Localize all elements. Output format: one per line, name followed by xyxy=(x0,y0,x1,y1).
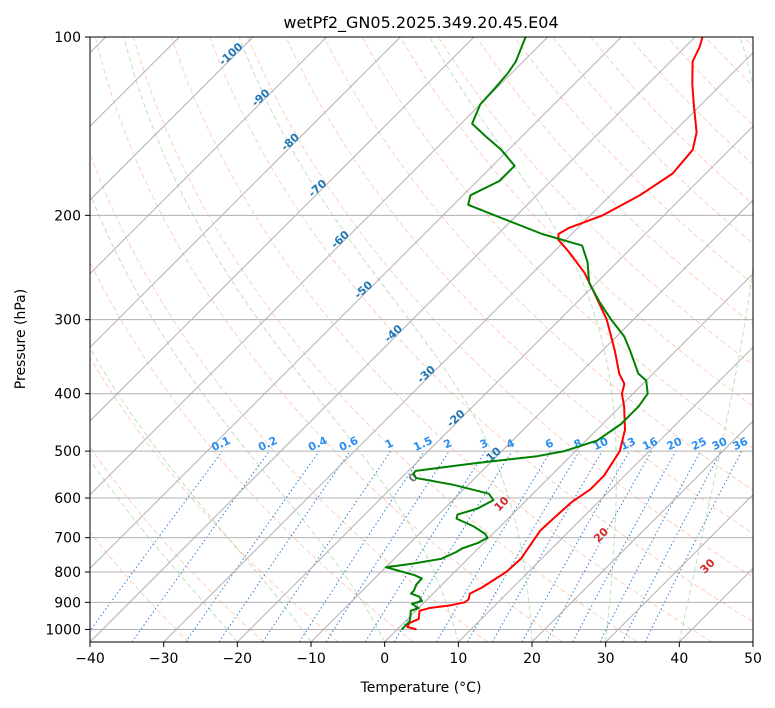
mixing-ratio-line xyxy=(521,450,630,642)
y-tick-label: 600 xyxy=(54,491,81,507)
isotherm-gridline xyxy=(90,37,254,201)
isotherm-gridline xyxy=(605,493,753,642)
x-axis-label: Temperature (°C) xyxy=(360,680,482,696)
mixing-ratio-line xyxy=(467,450,580,642)
dry-adiabat xyxy=(90,356,339,642)
isotherm-gridline xyxy=(90,37,401,349)
mixing-ratio-label: 20 xyxy=(665,435,685,453)
isotherm-gridline xyxy=(90,37,549,496)
isotherm-gridline xyxy=(236,125,753,642)
x-tick-label: 40 xyxy=(670,651,688,667)
x-tick-label: 10 xyxy=(449,651,467,667)
mixing-ratio-line xyxy=(218,450,351,642)
y-tick-label: 500 xyxy=(54,444,81,460)
y-axis-label: Pressure (hPa) xyxy=(13,289,29,389)
mixing-ratio-line xyxy=(364,450,486,642)
dry-adiabat xyxy=(90,531,190,642)
isotherm-gridline xyxy=(310,199,753,642)
mixing-ratio-line xyxy=(185,450,320,642)
mixing-ratio-line xyxy=(325,450,450,642)
isotherm-gridline xyxy=(163,51,753,642)
dry-adiabat xyxy=(590,37,753,205)
y-tick-label: 300 xyxy=(54,313,81,329)
x-tick-label: −20 xyxy=(223,651,253,667)
mixing-ratio-line xyxy=(491,450,603,642)
mixing-ratio-label: 10 xyxy=(591,435,611,453)
moist-adiabat xyxy=(90,192,386,642)
x-tick-label: −10 xyxy=(296,651,326,667)
isotherm-gridline xyxy=(752,641,753,642)
mixing-ratio-label: 16 xyxy=(640,435,660,453)
mixing-ratio-line xyxy=(90,450,223,632)
dry-adiabat xyxy=(285,37,753,534)
plot-area xyxy=(90,37,753,642)
y-tick-label: 400 xyxy=(54,387,81,403)
dry-adiabat xyxy=(90,260,414,642)
moist-adiabat xyxy=(238,37,533,642)
y-tick-label: 200 xyxy=(54,208,81,224)
mixing-ratio-label: 25 xyxy=(689,435,708,453)
y-tick-label: 800 xyxy=(54,565,81,581)
mixing-ratio-label: 30 xyxy=(710,435,730,453)
isotherm-gridline xyxy=(531,420,753,642)
dry-adiabat xyxy=(247,37,753,578)
x-tick-label: 30 xyxy=(597,651,615,667)
mixing-ratio-line xyxy=(131,450,270,642)
x-tick-label: 0 xyxy=(380,651,389,667)
x-tick-label: −40 xyxy=(75,651,105,667)
moist-adiabat xyxy=(678,37,753,642)
x-tick-label: 20 xyxy=(523,651,541,667)
dewpoint-trace xyxy=(384,37,649,631)
x-tick-label: 50 xyxy=(744,651,762,667)
dry-adiabat xyxy=(171,37,712,642)
dry-adiabat xyxy=(437,37,753,366)
isotherm-gridline xyxy=(384,272,753,642)
isotherm-gridline xyxy=(90,37,475,422)
isotherm-gridline xyxy=(90,37,622,570)
moist-adiabat xyxy=(123,37,459,642)
temperature-trace xyxy=(406,37,704,631)
y-tick-label: 100 xyxy=(54,30,81,46)
sounding-traces xyxy=(384,37,704,631)
x-tick-label: −30 xyxy=(149,651,179,667)
chart-title: wetPf2_GN05.2025.349.20.45.E04 xyxy=(283,13,558,33)
isotherm-gridline xyxy=(457,346,753,642)
mixing-ratio-line xyxy=(435,450,552,642)
y-tick-label: 900 xyxy=(54,595,81,611)
isotherm-gridline xyxy=(90,37,328,275)
dry-adiabat xyxy=(552,37,753,245)
y-tick-label: 1000 xyxy=(45,622,81,638)
dry-adiabat xyxy=(323,37,753,491)
mixing-ratio-line xyxy=(572,450,677,642)
isotherm-gridline xyxy=(90,37,696,642)
axis-ticks: −40 −30 −20 −10 0 10 20 30 40 50 1000 900 800 700 600 5… xyxy=(45,30,762,667)
dry-adiabat xyxy=(132,37,638,642)
y-tick-label: 700 xyxy=(54,531,81,547)
dry-adiabat xyxy=(209,37,753,623)
dry-adiabat xyxy=(399,37,753,407)
mixing-ratio-label: 36 xyxy=(731,435,751,453)
dry-adiabat xyxy=(94,37,563,642)
dry-adiabat xyxy=(476,37,753,325)
moist-adiabat xyxy=(90,459,238,642)
plot-frame xyxy=(89,36,754,643)
moist-adiabat xyxy=(428,37,617,642)
